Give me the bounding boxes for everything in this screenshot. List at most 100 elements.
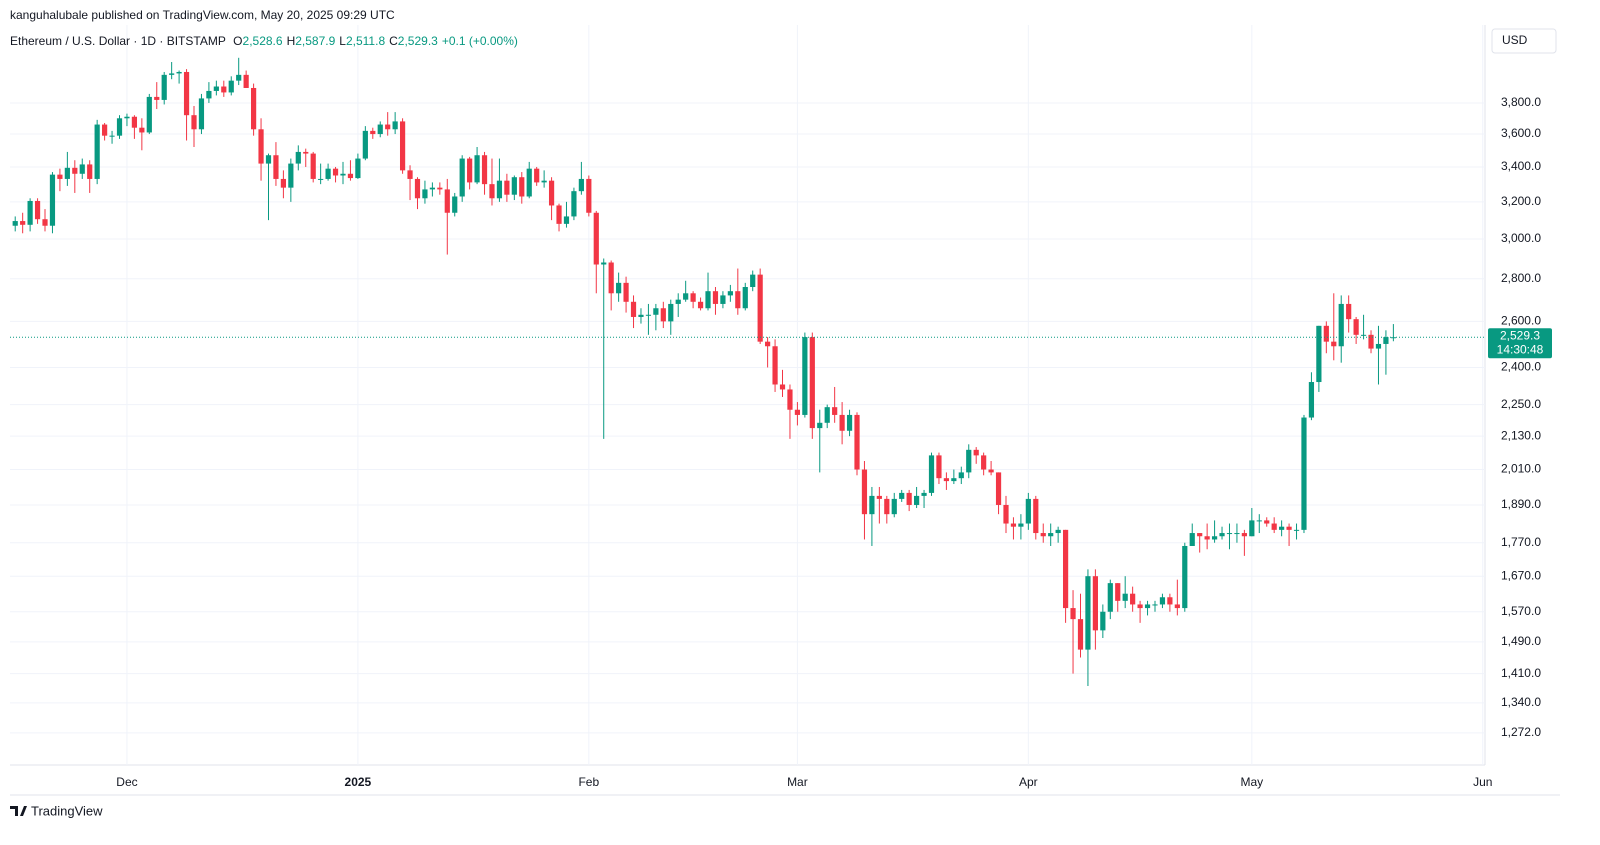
y-tick-label: 2,250.0 xyxy=(1501,397,1541,411)
candle-body xyxy=(884,498,890,515)
candle-body xyxy=(757,274,763,342)
candle-body xyxy=(1062,529,1069,609)
candle-body xyxy=(399,121,406,171)
y-tick-label: 1,670.0 xyxy=(1501,568,1541,582)
candle-body xyxy=(355,158,361,179)
candle-body xyxy=(169,73,175,75)
y-tick-label: 1,340.0 xyxy=(1501,695,1541,709)
candle-body xyxy=(1003,504,1009,524)
candle-body xyxy=(511,177,517,195)
candle-body xyxy=(995,472,1002,505)
candle-body xyxy=(467,158,473,183)
candle-body xyxy=(824,407,830,423)
candle-body xyxy=(1271,523,1277,530)
candle-body xyxy=(459,158,465,197)
y-tick-label: 2,600.0 xyxy=(1501,314,1541,328)
candle-body xyxy=(452,196,458,213)
candle-body xyxy=(1211,536,1218,540)
candle-body xyxy=(72,167,78,174)
candle-body xyxy=(593,212,599,265)
y-tick-label: 3,800.0 xyxy=(1501,95,1541,109)
candle-body xyxy=(429,187,435,190)
candle-body xyxy=(973,449,979,456)
candle-body xyxy=(712,291,719,304)
y-tick-label: 1,890.0 xyxy=(1501,497,1541,511)
candle-body xyxy=(407,170,413,179)
candle-body xyxy=(958,472,964,479)
candle-body xyxy=(914,495,920,505)
candle-body xyxy=(414,178,421,199)
candle-body xyxy=(332,168,339,176)
candle-body xyxy=(645,314,652,316)
candle-body xyxy=(675,299,681,304)
candle-body xyxy=(228,80,234,93)
candle-body xyxy=(1279,526,1285,530)
candle-body xyxy=(630,301,637,317)
candle-body xyxy=(556,205,562,224)
candle-body xyxy=(765,341,771,347)
candle-body xyxy=(489,184,495,199)
candle-body xyxy=(1301,417,1307,530)
candle-body xyxy=(206,90,212,99)
candle-body xyxy=(504,180,510,195)
candle-body xyxy=(318,178,324,180)
candle-body xyxy=(861,469,868,515)
candle-body xyxy=(191,115,197,130)
candle-body xyxy=(1182,545,1188,609)
candle-body xyxy=(116,118,123,136)
candle-body xyxy=(1375,343,1382,349)
candle-body xyxy=(20,221,26,225)
candle-body xyxy=(385,124,391,130)
candle-body xyxy=(1286,526,1292,530)
y-tick-label: 1,570.0 xyxy=(1501,604,1541,618)
candle-body xyxy=(347,173,354,179)
candle-body xyxy=(1077,619,1084,650)
x-tick-label: Apr xyxy=(1019,775,1038,789)
candle-body xyxy=(817,422,823,429)
candle-body xyxy=(1018,523,1024,527)
candle-body xyxy=(653,308,659,315)
candle-body xyxy=(102,124,108,136)
x-tick-label: May xyxy=(1240,775,1263,789)
candle-body xyxy=(832,407,838,415)
candle-body xyxy=(146,96,152,133)
symbol-legend: Ethereum / U.S. Dollar · 1D · BITSTAMP O… xyxy=(10,34,518,48)
candle-body xyxy=(720,295,726,304)
candle-body xyxy=(1293,529,1300,531)
price-tag-countdown: 14:30:48 xyxy=(1497,342,1544,356)
candle-body xyxy=(280,178,286,188)
candle-body xyxy=(1338,303,1344,347)
y-tick-label: 3,600.0 xyxy=(1501,126,1541,140)
candle-body xyxy=(1353,319,1359,335)
y-tick-label: 2,400.0 xyxy=(1501,360,1541,374)
candle-body xyxy=(310,153,316,179)
x-tick-label: Feb xyxy=(578,775,599,789)
x-tick-label: Jun xyxy=(1473,775,1492,789)
candle-body xyxy=(794,409,801,415)
candle-body xyxy=(221,86,227,93)
candle-body xyxy=(1189,533,1195,546)
candle-body xyxy=(742,287,748,309)
candle-body xyxy=(1010,523,1017,527)
candle-body xyxy=(981,455,987,470)
candle-body xyxy=(750,274,756,288)
candle-body xyxy=(705,291,711,309)
candle-body xyxy=(1197,533,1203,537)
candle-body xyxy=(1025,498,1031,524)
change: +0.1 (+0.00%) xyxy=(441,34,518,48)
candle-body xyxy=(1040,533,1046,537)
candle-body xyxy=(34,200,41,220)
ohlc-value: 2,529.3 xyxy=(397,34,438,48)
candle-body xyxy=(526,168,532,197)
y-tick-label: 3,200.0 xyxy=(1501,194,1541,208)
candle-body xyxy=(124,116,130,119)
candle-body xyxy=(1226,533,1233,535)
candle-body xyxy=(325,168,331,179)
candle-body xyxy=(616,282,622,294)
candle-body xyxy=(198,98,205,130)
candle-body xyxy=(496,180,503,199)
candle-body xyxy=(236,74,242,81)
